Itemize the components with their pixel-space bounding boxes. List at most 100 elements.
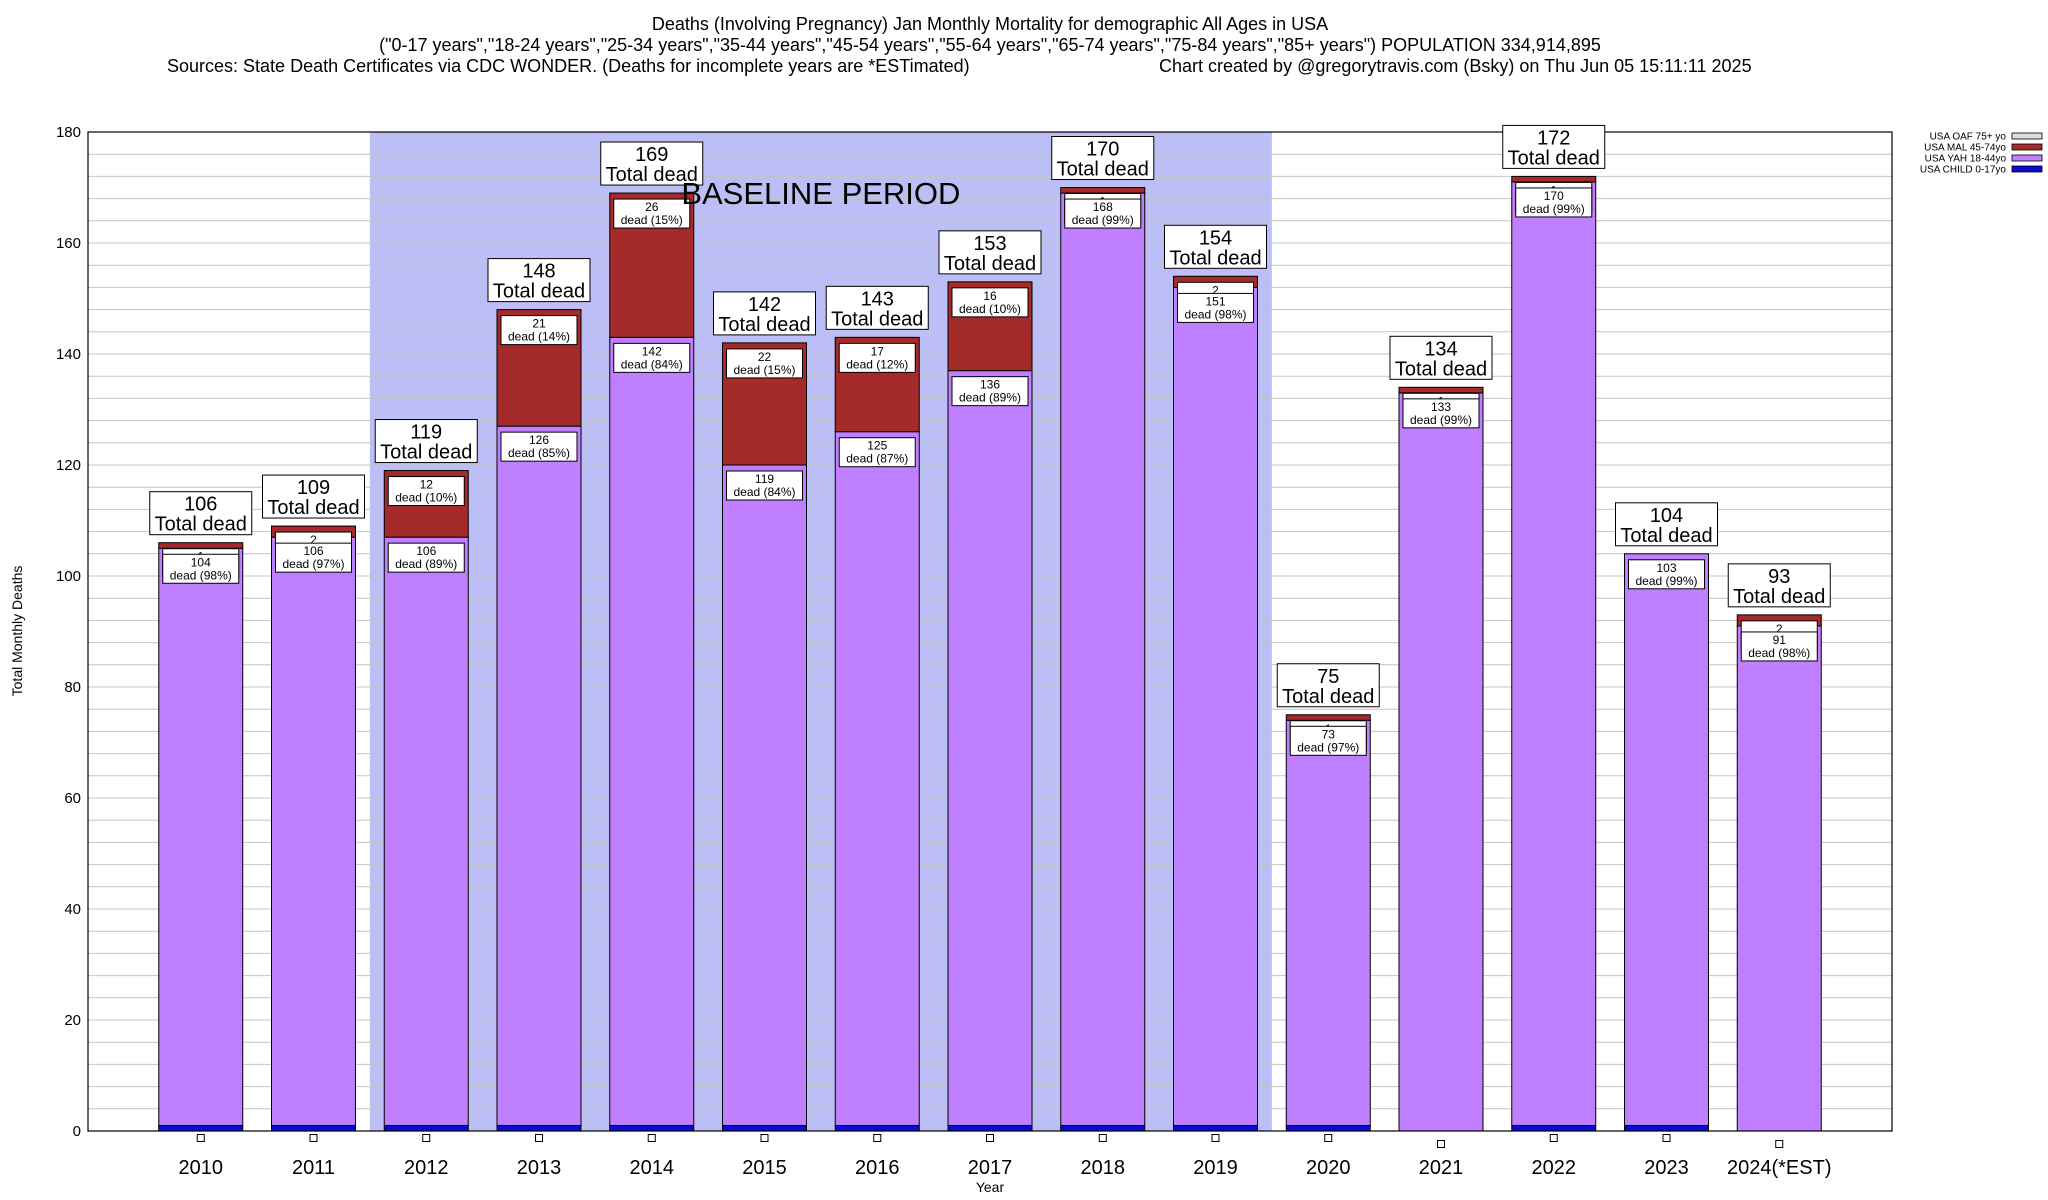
bar-stack	[158, 542, 244, 1132]
x-tick-label: 2019	[1193, 1157, 1238, 1179]
legend-label: USA YAH 18-44yo	[1925, 154, 2007, 165]
x-tick-label: 2024(*EST)	[1727, 1157, 1832, 1179]
bar-stack	[383, 470, 469, 1132]
total-value: 154	[1199, 227, 1232, 249]
legend-swatch	[2011, 165, 2043, 173]
child-label-marker	[309, 1134, 318, 1142]
y-tick-label: 80	[64, 679, 81, 696]
total-value: 143	[861, 288, 894, 310]
bar-segment	[158, 542, 244, 549]
total-value: 109	[297, 477, 330, 499]
label-percent: dead (97%)	[1297, 740, 1359, 754]
x-tick-label: 2015	[742, 1157, 787, 1179]
total-value: 172	[1537, 127, 1570, 149]
label-box	[1289, 725, 1367, 756]
child-label-marker	[422, 1134, 431, 1142]
label-value: 22	[758, 350, 772, 364]
child-label-marker	[1437, 1140, 1445, 1148]
total-caption: Total dead	[380, 442, 472, 464]
label-box	[1402, 398, 1480, 429]
label-box	[387, 476, 465, 507]
bar-segment	[383, 1124, 469, 1132]
total-label-box	[149, 491, 253, 536]
total-value: 142	[748, 294, 781, 316]
label-value: 119	[755, 472, 774, 486]
child-label-markers	[196, 1134, 1784, 1148]
child-label-marker	[1211, 1134, 1220, 1142]
total-label-box	[600, 141, 704, 186]
bar-stack	[1285, 714, 1371, 1132]
total-caption: Total dead	[1282, 686, 1374, 708]
chart-title: Deaths (Involving Pregnancy) Jan Monthly…	[167, 14, 1752, 76]
total-caption: Total dead	[155, 514, 247, 536]
y-tick-label: 60	[64, 790, 81, 807]
x-tick-label: 2017	[968, 1157, 1013, 1179]
y-axis-ticks: 0 20 40 60 80 100 120 140 160 180	[56, 124, 81, 1140]
label-value: 142	[642, 344, 662, 358]
label-percent: dead (99%)	[1523, 202, 1585, 216]
bar-stack	[1624, 553, 1709, 1132]
x-tick-label: 2016	[855, 1157, 900, 1179]
label-box	[1177, 292, 1254, 323]
label-percent: dead (10%)	[395, 491, 457, 505]
label-percent: dead (89%)	[395, 557, 457, 571]
child-label-marker	[535, 1134, 543, 1142]
total-caption: Total dead	[606, 164, 698, 186]
label-percent: dead (15%)	[733, 363, 795, 377]
total-value: 148	[522, 261, 555, 283]
label-value: 2	[1776, 622, 1783, 636]
label-box	[1064, 198, 1142, 229]
bar-segment	[834, 431, 920, 1126]
x-tick-label: 2011	[292, 1157, 335, 1179]
label-box	[1515, 187, 1593, 218]
x-tick-label: 2013	[517, 1157, 562, 1179]
label-value: 21	[532, 317, 546, 331]
label-box	[726, 348, 803, 379]
total-label-box	[1615, 502, 1718, 547]
bar-segment	[1736, 625, 1822, 1132]
legend-swatch	[2011, 154, 2043, 162]
bar-segment	[609, 336, 695, 1126]
label-value: 16	[983, 289, 997, 303]
label-box	[162, 553, 240, 584]
total-caption: Total dead	[944, 253, 1036, 275]
bar-stack	[1060, 187, 1146, 1132]
bar-segment	[1511, 181, 1597, 1126]
bar-segment	[1285, 714, 1371, 721]
child-label-marker	[1662, 1134, 1671, 1142]
label-box	[1740, 631, 1818, 662]
label-percent: dead (89%)	[959, 391, 1021, 405]
label-box	[1628, 559, 1705, 590]
bar-segment	[1624, 1124, 1709, 1132]
total-label-box	[1164, 224, 1267, 269]
y-tick-label: 0	[73, 1123, 81, 1140]
label-value: 17	[871, 344, 885, 358]
y-axis-label: Total Monthly Deaths	[9, 566, 25, 697]
bar-segment	[1173, 1124, 1258, 1132]
label-percent: dead (98%)	[1748, 646, 1810, 660]
total-value: 104	[1650, 505, 1683, 527]
y-tick-label: 100	[56, 568, 81, 585]
label-box	[500, 431, 578, 462]
total-value: 134	[1424, 338, 1457, 360]
label-value: 2	[310, 533, 317, 547]
total-label-box	[825, 285, 929, 330]
bar-segment	[271, 536, 356, 1126]
